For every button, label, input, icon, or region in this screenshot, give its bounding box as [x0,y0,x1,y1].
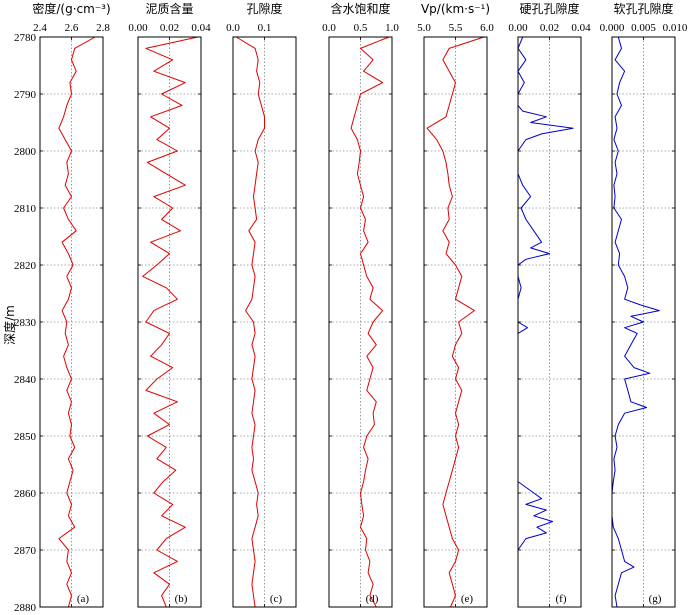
series-line [142,36,198,608]
panel-label: (b) [175,593,188,605]
track-f: 0.00 0.02 0.04 硬孔孔隙度 (f) [508,1,591,608]
depth-tick-label: 2860 [14,488,37,500]
track-e: 5.0 5.5 6.0 Vp/(km·s⁻¹) (e) [417,2,494,608]
x-tick-label: 2.6 [65,22,79,34]
panel-label: (g) [649,593,662,605]
x-tick-label: 2.8 [96,22,110,34]
panel-label: (a) [77,593,90,605]
x-tick-label: 0.1 [258,22,272,34]
depth-tick-labels: 2780 2790 2800 2810 2820 2830 2840 2850 2860 2870… [14,32,37,614]
depth-tick-label: 2870 [14,545,37,557]
track-title: 密度/(g·cm⁻³) [32,1,110,16]
track-title: 软孔孔隙度 [613,1,673,16]
x-tick-label: 0.02 [540,22,559,34]
x-tick-label: 0.0 [226,22,240,34]
track-title: 硬孔孔隙度 [519,1,579,16]
series-line [350,36,390,608]
x-tick-label: 0.010 [663,22,688,34]
track-a: 2.4 2.6 2.8 密度/(g·cm⁻³) (a) [32,1,111,608]
track-d: 0.0 0.5 1.0 含水饱和度 (d) [322,1,399,608]
series-line [426,36,485,608]
x-tick-label: 0.005 [631,22,656,34]
depth-tick-label: 2820 [14,260,37,272]
track-title: 泥质含量 [145,1,193,16]
x-tick-label: 5.0 [417,22,431,34]
x-tick-label: 0.000 [600,22,625,34]
log-tracks: 2.4 2.6 2.8 密度/(g·cm⁻³) (a) 0.00 0.02 0.04 泥质含量 (… [32,1,688,608]
panel-label: (d) [366,593,379,605]
x-tick-label: 0.0 [322,22,336,34]
depth-tick-label: 2840 [14,374,37,386]
depth-tick-label: 2800 [14,146,37,158]
x-tick-label: 0.04 [191,22,211,34]
track-title: Vp/(km·s⁻¹) [421,2,490,16]
x-tick-label: 5.5 [449,22,463,34]
x-tick-label: 0.5 [354,22,368,34]
x-tick-label: 0.02 [160,22,179,34]
panel-label: (c) [270,593,283,605]
x-tick-label: 1.0 [385,22,399,34]
depth-axis-title: 深度/m [2,305,17,345]
depth-tick-label: 2850 [14,431,37,443]
depth-tick-label: 2810 [14,203,37,215]
depth-tick-label: 2830 [14,317,37,329]
track-title: 含水饱和度 [330,1,390,16]
track-b: 0.00 0.02 0.04 泥质含量 (b) [128,1,211,608]
track-g: 0.000 0.005 0.010 软孔孔隙度 (g) [600,1,688,608]
track-title: 孔隙度 [246,1,282,16]
depth-tick-label: 2880 [14,602,37,614]
x-tick-label: 0.04 [571,22,591,34]
panel-label: (e) [461,593,474,605]
track-c: 0.0 0.1 孔隙度 (c) [226,1,297,608]
x-tick-label: 6.0 [480,22,494,34]
x-tick-label: 2.4 [33,22,47,34]
depth-tick-label: 2780 [14,32,37,44]
panel-label: (f) [556,593,567,605]
x-tick-label: 0.00 [128,22,148,34]
series-line [58,36,96,608]
depth-tick-label: 2790 [14,89,37,101]
x-tick-label: 0.00 [508,22,528,34]
series-line [235,36,265,608]
